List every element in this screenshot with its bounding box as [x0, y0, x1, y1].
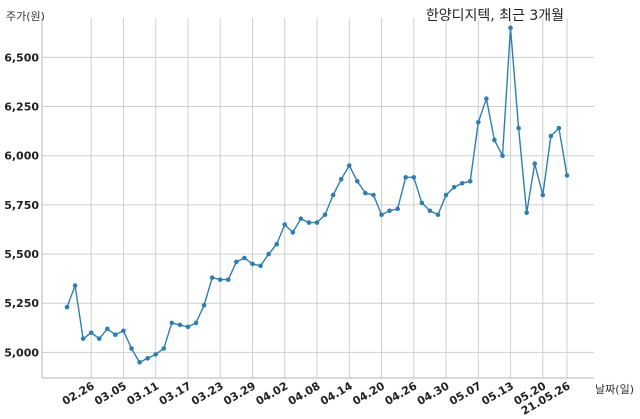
data-point	[492, 137, 497, 143]
data-point	[209, 275, 215, 280]
data-point	[177, 322, 183, 328]
data-point	[137, 359, 142, 365]
data-point	[532, 161, 538, 166]
data-point	[266, 251, 271, 257]
data-point	[96, 336, 102, 341]
data-point	[80, 336, 86, 341]
data-point	[443, 192, 449, 198]
data-point	[451, 184, 457, 190]
data-point	[403, 175, 409, 180]
data-point	[516, 125, 521, 131]
data-point	[459, 180, 465, 186]
x-tick-label: 04.14	[318, 379, 355, 408]
x-tick-label: 05.07	[447, 379, 484, 408]
y-tick-label: 6,500	[4, 51, 39, 64]
x-tick-label: 03.05	[92, 379, 129, 408]
data-point	[371, 192, 376, 198]
data-point	[153, 352, 159, 357]
data-point	[121, 328, 126, 334]
data-point	[234, 259, 239, 265]
data-point	[548, 133, 554, 139]
x-axis-label: 날짜(일)	[595, 383, 634, 396]
data-point	[355, 178, 360, 184]
y-tick-label: 5,000	[4, 346, 39, 359]
data-point	[427, 208, 433, 214]
y-tick-label: 5,750	[4, 199, 39, 212]
data-point	[225, 277, 231, 282]
data-point	[524, 210, 529, 216]
y-tick-label: 5,500	[4, 248, 39, 261]
chart-title: 한양디지텍, 최근 3개월	[425, 8, 564, 24]
y-tick-label: 5,250	[4, 297, 39, 310]
data-point	[435, 212, 441, 218]
data-point	[185, 324, 191, 330]
data-point	[129, 346, 134, 351]
x-tick-label: 04.30	[415, 379, 452, 408]
data-point	[193, 320, 199, 326]
x-tick-label: 05.13	[479, 379, 516, 408]
y-tick-label: 6,250	[4, 101, 39, 114]
data-point	[419, 200, 425, 206]
data-point	[314, 220, 320, 225]
data-point	[290, 230, 296, 235]
data-point	[363, 190, 368, 196]
data-point	[411, 175, 417, 180]
data-point	[72, 283, 78, 288]
data-point	[540, 192, 546, 198]
data-point	[274, 241, 279, 247]
data-point	[298, 216, 304, 221]
data-point	[508, 25, 513, 31]
data-point	[258, 263, 263, 269]
data-point	[88, 330, 94, 336]
x-tick-label: 03.17	[157, 379, 194, 408]
data-point	[105, 326, 110, 332]
data-point	[475, 119, 481, 125]
data-point	[395, 206, 400, 212]
data-point	[467, 178, 473, 184]
y-axis-label: 주가(원)	[6, 10, 45, 23]
data-point	[379, 212, 384, 218]
data-point	[217, 277, 223, 282]
data-point	[484, 96, 489, 101]
data-point	[564, 173, 570, 178]
data-point	[556, 125, 562, 131]
x-tick-label: 03.11	[125, 379, 162, 408]
data-point	[330, 192, 336, 198]
data-point	[346, 163, 352, 168]
x-tick-label: 04.08	[286, 379, 323, 408]
y-tick-label: 6,000	[4, 150, 39, 163]
data-point	[500, 153, 505, 159]
data-point	[201, 302, 207, 308]
data-point	[242, 255, 247, 261]
data-point	[145, 356, 150, 361]
data-point	[169, 320, 175, 326]
data-point	[306, 220, 312, 225]
data-point	[322, 212, 328, 218]
data-point	[282, 222, 288, 227]
x-tick-label: 03.29	[221, 379, 258, 408]
x-tick-label: 04.02	[254, 379, 291, 408]
x-tick-label: 02.26	[60, 379, 97, 408]
x-tick-label: 04.26	[383, 379, 420, 408]
data-point	[250, 261, 255, 267]
data-point	[64, 304, 70, 310]
data-point	[113, 332, 118, 338]
data-point	[387, 208, 392, 214]
data-point	[338, 177, 344, 182]
x-tick-label: 03.23	[189, 379, 226, 408]
x-tick-label: 04.20	[350, 379, 387, 408]
data-point	[161, 346, 167, 351]
